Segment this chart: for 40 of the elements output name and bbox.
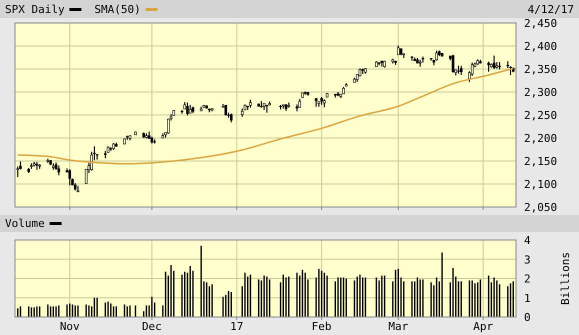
y-tick-label: 0 bbox=[524, 311, 531, 324]
y-tick-label: 2,150 bbox=[524, 155, 558, 168]
candlestick bbox=[460, 65, 463, 76]
candlestick bbox=[396, 44, 400, 56]
candlestick bbox=[402, 52, 406, 59]
y-tick-label: 2,100 bbox=[524, 178, 558, 191]
candlestick bbox=[282, 104, 285, 110]
y-tick-label: 2,350 bbox=[524, 63, 558, 76]
line-series bbox=[16, 68, 514, 165]
y-tick-label: 2,250 bbox=[524, 109, 558, 122]
candlestick bbox=[452, 54, 454, 74]
x-tick-label: 17 bbox=[230, 320, 244, 333]
y-tick-label: 1 bbox=[524, 292, 531, 305]
y-tick-label: 2,400 bbox=[524, 40, 558, 53]
candlestick bbox=[58, 165, 60, 176]
x-tick-label: Nov bbox=[60, 320, 80, 333]
candlestick bbox=[492, 55, 496, 70]
y-tick-label: 2,050 bbox=[524, 201, 558, 214]
candlestick bbox=[287, 102, 290, 108]
legend-label: SMA(50) bbox=[94, 3, 141, 16]
y-tick-label: 3 bbox=[524, 253, 531, 266]
x-tick-label: Apr bbox=[473, 320, 494, 333]
y-tick-label: 2 bbox=[524, 272, 531, 286]
candlestick bbox=[126, 135, 129, 140]
x-tick-label: Feb bbox=[312, 320, 332, 333]
legend-label: SPX Daily bbox=[5, 3, 65, 16]
candlestick bbox=[435, 50, 438, 62]
candlestick bbox=[487, 61, 490, 72]
x-tick-label: Mar bbox=[388, 320, 409, 333]
candlestick bbox=[68, 168, 72, 186]
candlestick bbox=[167, 118, 170, 134]
y-tick-label: 2,200 bbox=[524, 132, 558, 145]
x-tick-label: Dec bbox=[142, 320, 162, 333]
y-tick-label: 2,300 bbox=[524, 86, 558, 99]
text: 4/12/17 bbox=[528, 3, 574, 16]
candlestick bbox=[186, 102, 189, 116]
y-tick-label: 2,450 bbox=[524, 17, 558, 30]
legend-label: Volume bbox=[5, 217, 45, 230]
y-tick-label: 4 bbox=[524, 234, 531, 247]
y-axis-title: Billions bbox=[559, 252, 572, 305]
